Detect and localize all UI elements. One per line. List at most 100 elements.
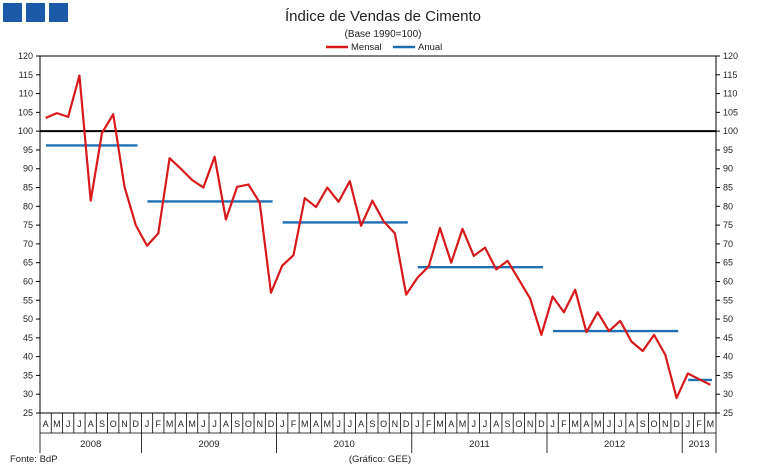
y-tick-label-left: 60: [23, 276, 33, 286]
x-tick-label-month: N: [121, 419, 128, 429]
y-tick-label-right: 100: [723, 126, 738, 136]
x-tick-label-month: S: [505, 419, 511, 429]
x-tick-label-month: J: [607, 419, 612, 429]
y-tick-label-left: 115: [19, 70, 33, 80]
y-tick-label-right: 60: [723, 276, 733, 286]
y-tick-label-right: 80: [723, 201, 733, 211]
chart-title: Índice de Vendas de Cimento: [285, 8, 481, 25]
logo: [3, 3, 68, 22]
x-tick-label-month: J: [66, 419, 71, 429]
logo-square-2: [26, 3, 45, 22]
x-tick-label-month: D: [268, 419, 275, 429]
y-tick-label-right: 85: [723, 183, 733, 193]
series-mensal-line: [45, 74, 711, 400]
x-tick-label-month: O: [380, 419, 387, 429]
y-tick-label-left: 55: [23, 295, 33, 305]
x-tick-label-month: A: [178, 419, 184, 429]
x-tick-label-month: S: [640, 419, 646, 429]
x-tick-label-month: D: [673, 419, 680, 429]
x-tick-label-month: N: [256, 419, 263, 429]
x-tick-label-month: J: [336, 419, 341, 429]
x-tick-label-month: A: [583, 419, 589, 429]
logo-square-3: [49, 3, 68, 22]
x-tick-label-month: F: [426, 419, 432, 429]
x-tick-label-month: F: [291, 419, 297, 429]
x-tick-label-month: S: [369, 419, 375, 429]
x-tick-label-month: A: [628, 419, 634, 429]
y-tick-label-right: 45: [723, 333, 733, 343]
x-tick-label-month: D: [538, 419, 545, 429]
x-tick-label-month: M: [707, 419, 715, 429]
x-tick-label-month: S: [99, 419, 105, 429]
y-tick-label-right: 50: [723, 314, 733, 324]
y-axis-left: 25 30 35 40 45 50 55 60 65 70 75 80 85 90 95 100 105 110 1…: [18, 51, 40, 418]
x-tick-label-month: O: [651, 419, 658, 429]
y-tick-label-left: 120: [18, 51, 33, 61]
y-tick-label-left: 45: [23, 333, 33, 343]
x-tick-label-month: A: [493, 419, 499, 429]
legend-label-mensal: Mensal: [351, 42, 382, 53]
x-tick-label-year: 2013: [689, 439, 710, 450]
x-tick-label-month: J: [472, 419, 477, 429]
y-tick-label-left: 50: [23, 314, 33, 324]
y-tick-label-left: 105: [18, 107, 33, 117]
x-tick-label-month: J: [618, 419, 623, 429]
y-tick-label-right: 70: [723, 239, 733, 249]
x-tick-label-month: A: [448, 419, 454, 429]
x-tick-label-month: M: [53, 419, 61, 429]
x-tick-label-month: J: [415, 419, 420, 429]
y-tick-label-left: 25: [23, 408, 33, 418]
x-tick-label-month: N: [527, 419, 534, 429]
x-tick-label-month: J: [686, 419, 691, 429]
y-tick-label-left: 65: [23, 258, 33, 268]
y-tick-label-left: 75: [23, 220, 33, 230]
y-tick-label-left: 70: [23, 239, 33, 249]
y-tick-label-right: 90: [723, 164, 733, 174]
x-tick-label-year: 2009: [198, 439, 219, 450]
y-tick-label-right: 75: [723, 220, 733, 230]
y-tick-label-right: 105: [723, 107, 738, 117]
x-tick-label-month: M: [166, 419, 174, 429]
x-tick-label-month: N: [392, 419, 399, 429]
y-tick-label-right: 40: [723, 352, 733, 362]
x-tick-label-year: 2011: [469, 439, 489, 450]
x-tick-label-month: A: [43, 419, 49, 429]
y-tick-label-right: 120: [723, 51, 738, 61]
y-tick-label-left: 35: [23, 370, 33, 380]
x-tick-label-month: J: [145, 419, 150, 429]
x-tick-label-month: A: [223, 419, 229, 429]
y-tick-label-left: 100: [18, 126, 33, 136]
x-tick-label-month: M: [594, 419, 602, 429]
x-tick-label-month: J: [483, 419, 488, 429]
x-tick-label-month: D: [403, 419, 410, 429]
y-axis-right: 25 30 35 40 45 50 55 60 65 70 75 80 85 90 95 100 105 110 1…: [716, 51, 738, 418]
y-tick-label-right: 30: [723, 389, 733, 399]
y-tick-label-left: 80: [23, 201, 33, 211]
y-tick-label-left: 95: [23, 145, 33, 155]
y-tick-label-right: 110: [723, 89, 737, 99]
x-tick-label-month: A: [358, 419, 364, 429]
x-tick-label-month: J: [348, 419, 353, 429]
y-tick-label-left: 110: [19, 89, 33, 99]
x-tick-label-month: J: [201, 419, 206, 429]
y-tick-label-left: 85: [23, 183, 33, 193]
x-tick-label-month: F: [696, 419, 702, 429]
x-tick-label-month: O: [515, 419, 522, 429]
y-tick-label-right: 115: [723, 70, 737, 80]
x-tick-label-month: D: [133, 419, 140, 429]
x-tick-label-month: M: [301, 419, 309, 429]
y-tick-label-right: 25: [723, 408, 733, 418]
x-tick-label-month: F: [561, 419, 567, 429]
x-tick-label-month: S: [234, 419, 240, 429]
y-tick-label-left: 90: [23, 164, 33, 174]
x-tick-label-month: M: [436, 419, 444, 429]
x-tick-label-year: 2008: [80, 439, 101, 450]
x-tick-label-year: 2012: [604, 439, 625, 450]
x-tick-label-month: F: [156, 419, 162, 429]
y-tick-label-left: 40: [23, 352, 33, 362]
chart-subtitle: (Base 1990=100): [344, 29, 421, 40]
legend: Mensal Anual: [326, 42, 442, 53]
x-tick-label-month: M: [324, 419, 332, 429]
